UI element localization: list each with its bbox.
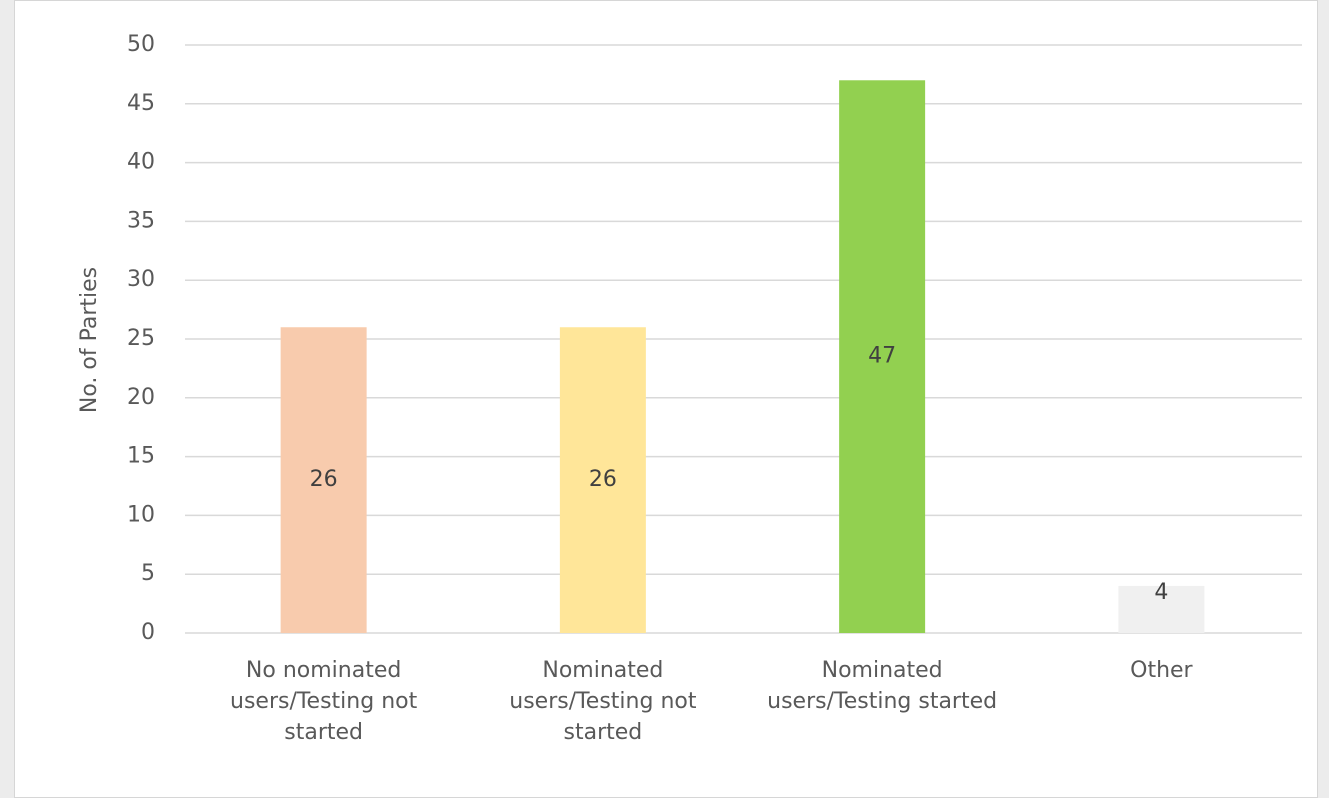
y-tick-label: 0 xyxy=(141,620,155,645)
y-tick-label: 30 xyxy=(127,267,155,292)
y-axis-title: No. of Parties xyxy=(77,267,102,413)
x-tick-label: Other xyxy=(1130,658,1193,683)
bar xyxy=(559,327,646,633)
y-tick-label: 50 xyxy=(127,32,155,57)
bar xyxy=(1118,585,1205,633)
y-tick-label: 20 xyxy=(127,385,155,410)
bar xyxy=(280,327,367,633)
y-tick-label: 45 xyxy=(127,91,155,116)
y-tick-label: 5 xyxy=(141,561,155,586)
y-tick-label: 10 xyxy=(127,502,155,527)
bar xyxy=(839,80,926,633)
y-tick-label: 35 xyxy=(127,208,155,233)
x-tick-label: No nominated users/Testing not started xyxy=(230,658,418,745)
y-tick-label: 15 xyxy=(127,444,155,469)
data-label: 26 xyxy=(589,467,617,492)
data-label: 4 xyxy=(1154,580,1168,605)
x-tick-label: Nominated users/Testing started xyxy=(767,658,998,714)
data-label: 26 xyxy=(310,467,338,492)
y-tick-label: 40 xyxy=(127,150,155,175)
y-tick-label: 25 xyxy=(127,326,155,351)
chart-panel xyxy=(14,0,1318,798)
data-label: 47 xyxy=(868,344,896,369)
x-tick-label: Nominated users/Testing not started xyxy=(509,658,697,745)
